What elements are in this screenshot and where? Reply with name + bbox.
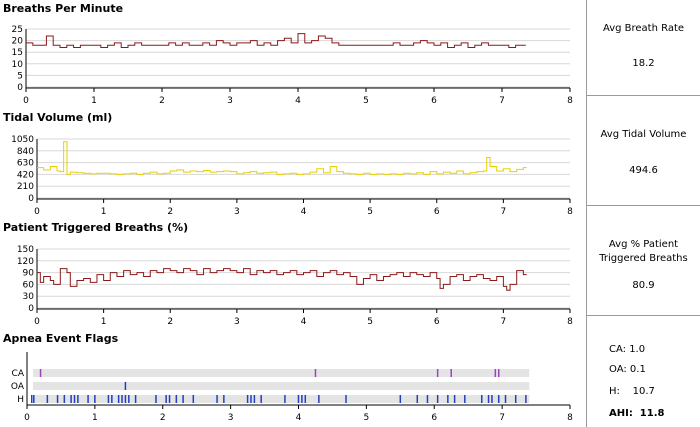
breaths-xtick-label: 2 bbox=[159, 96, 165, 106]
apnea-xtick-label: 8 bbox=[567, 413, 573, 423]
breaths-ytick-label: 5 bbox=[17, 71, 23, 81]
tidal-xtick-label: 3 bbox=[234, 207, 240, 217]
breaths-xtick-label: 6 bbox=[431, 96, 437, 106]
apnea-xtick-label: 7 bbox=[499, 413, 505, 423]
tidal-ytick-label: 0 bbox=[28, 194, 34, 204]
breaths-ytick-label: 10 bbox=[12, 60, 24, 70]
patient-ytick-label: 90 bbox=[23, 269, 35, 279]
tidal-xtick-label: 0 bbox=[34, 207, 40, 217]
apnea-xtick-label: 0 bbox=[24, 413, 30, 423]
breaths-xtick-label: 5 bbox=[363, 96, 369, 106]
patient-xtick-label: 2 bbox=[167, 317, 173, 327]
patient-ytick-label: 120 bbox=[17, 257, 34, 267]
apnea-row-band-ca bbox=[33, 369, 530, 377]
stat-tidal-volume: Avg Tidal Volume 494.6 bbox=[587, 96, 700, 206]
patient-ytick-label: 60 bbox=[23, 280, 35, 290]
tidal-xtick-label: 8 bbox=[567, 207, 573, 217]
patient-panel-title: Patient Triggered Breaths (%) bbox=[3, 221, 189, 234]
tidal-xtick-label: 4 bbox=[301, 207, 307, 217]
stat-patient-triggered: Avg % Patient Triggered Breaths 80.9 bbox=[587, 206, 700, 316]
stat-h: H: 10.7 bbox=[609, 386, 655, 397]
breaths-ytick-label: 0 bbox=[17, 83, 23, 93]
patient-ytick-label: 150 bbox=[17, 245, 34, 255]
apnea-xtick-label: 3 bbox=[228, 413, 234, 423]
tidal-xtick-label: 1 bbox=[101, 207, 107, 217]
tidal-xtick-label: 2 bbox=[167, 207, 173, 217]
stats-column: Avg Breath Rate 18.2 Avg Tidal Volume 49… bbox=[586, 0, 700, 427]
stat-breath-rate-value: 18.2 bbox=[632, 58, 655, 69]
tidal-xtick-label: 6 bbox=[434, 207, 440, 217]
stat-tidal-volume-value: 494.6 bbox=[629, 165, 658, 176]
patient-xtick-label: 6 bbox=[434, 317, 440, 327]
patient-xtick-label: 1 bbox=[101, 317, 107, 327]
apnea-xtick-label: 6 bbox=[431, 413, 437, 423]
tidal-ytick-label: 1050 bbox=[11, 135, 34, 145]
tidal-xtick-label: 7 bbox=[501, 207, 507, 217]
tidal-xtick-label: 5 bbox=[367, 207, 373, 217]
breaths-xtick-label: 4 bbox=[295, 96, 301, 106]
breaths-xtick-label: 1 bbox=[91, 96, 97, 106]
stat-patient-triggered-label-2: Triggered Breaths bbox=[599, 253, 688, 264]
stat-patient-triggered-value: 80.9 bbox=[632, 280, 655, 291]
stat-tidal-volume-label: Avg Tidal Volume bbox=[600, 129, 687, 140]
patient-series-line bbox=[37, 268, 527, 291]
stat-breath-rate: Avg Breath Rate 18.2 bbox=[587, 0, 700, 96]
breaths-panel-title: Breaths Per Minute bbox=[3, 2, 124, 15]
breaths-xtick-label: 3 bbox=[227, 96, 233, 106]
tidal-ytick-label: 840 bbox=[17, 147, 34, 157]
apnea-row-band-h bbox=[33, 395, 530, 403]
apnea-row-label-oa: OA bbox=[11, 382, 25, 392]
apnea-xtick-label: 1 bbox=[92, 413, 98, 423]
breaths-series-line bbox=[26, 33, 526, 49]
stat-ahi: AHI: 11.8 bbox=[609, 408, 665, 419]
tidal-ytick-label: 630 bbox=[17, 159, 34, 169]
apnea-xtick-label: 2 bbox=[160, 413, 166, 423]
apnea-row-band-oa bbox=[33, 382, 530, 390]
stat-ca: CA: 1.0 bbox=[609, 344, 646, 355]
tidal-series-line bbox=[37, 141, 527, 175]
apnea-row-label-h: H bbox=[17, 395, 24, 405]
breaths-ytick-label: 20 bbox=[12, 37, 24, 47]
tidal-ytick-label: 210 bbox=[17, 182, 34, 192]
breaths-ytick-label: 15 bbox=[12, 48, 23, 58]
tidal-ytick-label: 420 bbox=[17, 170, 34, 180]
apnea-panel-title: Apnea Event Flags bbox=[3, 332, 119, 345]
stat-oa: OA: 0.1 bbox=[609, 364, 646, 375]
breaths-ytick-label: 25 bbox=[12, 25, 23, 35]
stat-breath-rate-label: Avg Breath Rate bbox=[602, 23, 685, 34]
patient-ytick-label: 0 bbox=[28, 304, 34, 314]
patient-xtick-label: 3 bbox=[234, 317, 240, 327]
patient-xtick-label: 7 bbox=[501, 317, 507, 327]
apnea-xtick-label: 4 bbox=[296, 413, 302, 423]
tidal-panel-title: Tidal Volume (ml) bbox=[3, 111, 113, 124]
patient-xtick-label: 5 bbox=[367, 317, 373, 327]
patient-xtick-label: 0 bbox=[34, 317, 40, 327]
breaths-xtick-label: 0 bbox=[23, 96, 29, 106]
apnea-xtick-label: 5 bbox=[364, 413, 370, 423]
stat-patient-triggered-label-1: Avg % Patient bbox=[608, 239, 679, 250]
patient-xtick-label: 8 bbox=[567, 317, 573, 327]
breaths-xtick-label: 8 bbox=[567, 96, 573, 106]
breaths-xtick-label: 7 bbox=[499, 96, 505, 106]
apnea-row-label-ca: CA bbox=[12, 369, 25, 379]
patient-ytick-label: 30 bbox=[23, 292, 35, 302]
patient-xtick-label: 4 bbox=[301, 317, 307, 327]
